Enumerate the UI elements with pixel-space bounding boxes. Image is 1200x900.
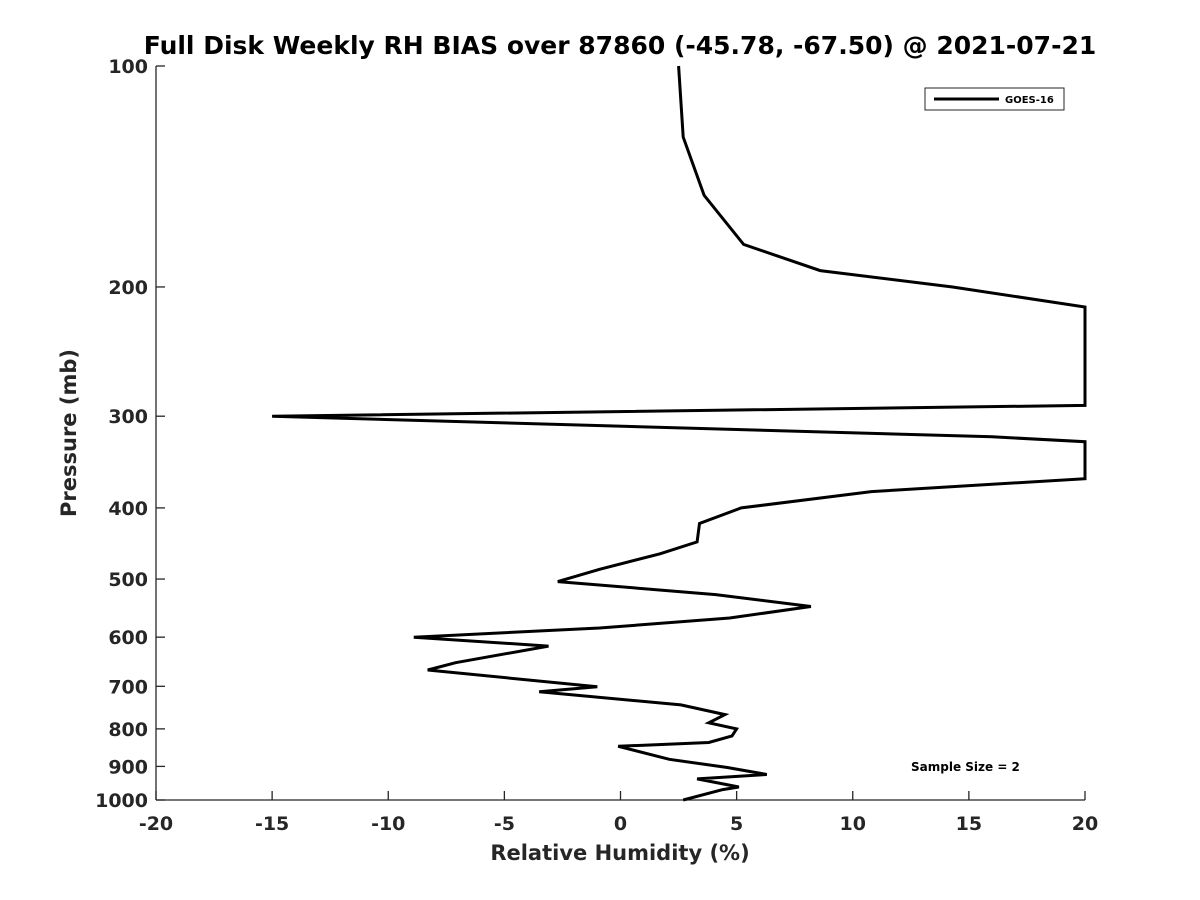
y-axis-label: Pressure (mb) [57, 349, 81, 517]
x-tick-label: -5 [494, 813, 515, 835]
x-tick-label: 0 [614, 813, 627, 835]
y-tick-label: 100 [108, 56, 148, 78]
x-tick-label: 10 [840, 813, 866, 835]
y-tick-label: 500 [108, 569, 148, 591]
x-tick-label: 5 [730, 813, 743, 835]
series-line-goes-16 [272, 65, 1087, 802]
y-tick-label: 400 [108, 498, 148, 520]
x-tick-label: -10 [371, 813, 405, 835]
y-tick-label: 600 [108, 627, 148, 649]
x-axis-ticks: -20 -15 -10 -5 0 5 10 15 20 [139, 791, 1098, 835]
y-tick-label: 300 [108, 406, 148, 428]
y-tick-label: 800 [108, 719, 148, 741]
series-layer [272, 65, 1087, 802]
x-tick-label: -20 [139, 813, 173, 835]
chart-title: Full Disk Weekly RH BIAS over 87860 (-45… [144, 31, 1097, 60]
x-tick-label: 20 [1072, 813, 1098, 835]
legend: GOES-16 [924, 87, 1065, 111]
legend-label-goes-16: GOES-16 [1005, 95, 1054, 106]
sample-size-annotation: Sample Size = 2 [911, 760, 1020, 774]
x-tick-label: -15 [255, 813, 289, 835]
x-tick-label: 15 [956, 813, 982, 835]
x-axis-label: Relative Humidity (%) [490, 841, 749, 865]
y-tick-label: 900 [108, 756, 148, 778]
y-tick-label: 200 [108, 277, 148, 299]
plot-area [156, 66, 1085, 800]
y-axis-ticks: 100 200 300 400 500 600 700 800 900 1000 [95, 56, 165, 812]
y-tick-label: 700 [108, 676, 148, 698]
y-tick-label: 1000 [95, 790, 148, 812]
